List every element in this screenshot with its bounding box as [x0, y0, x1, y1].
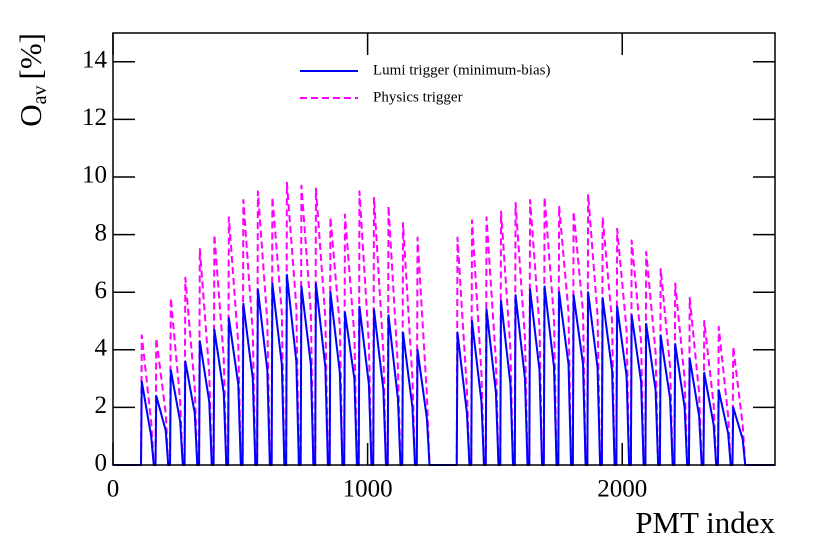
legend-label: Lumi trigger (minimum-bias): [373, 62, 550, 78]
y-label-main: O: [13, 104, 48, 126]
legend-label: Physics trigger: [373, 89, 463, 105]
y-tick-label: 0: [95, 450, 108, 477]
y-tick-label: 8: [95, 219, 108, 246]
y-label-sub: av: [29, 85, 51, 104]
x-tick-label: 0: [107, 476, 120, 503]
y-tick-label: 6: [95, 277, 108, 304]
x-tick-label: 2000: [597, 476, 647, 503]
y-axis-label: Oav [%]: [13, 33, 50, 127]
x-axis-label: PMT index: [635, 505, 775, 540]
y-tick-label: 10: [82, 162, 107, 189]
plot-frame: [112, 32, 776, 466]
y-tick-label: 12: [82, 104, 107, 131]
x-tick-label: 1000: [343, 476, 393, 503]
y-tick-label: 2: [95, 392, 108, 419]
y-tick-label: 14: [82, 47, 108, 74]
data-line: [113, 181, 775, 466]
y-label-unit: [%]: [13, 33, 48, 79]
y-tick-label: 4: [95, 335, 108, 362]
